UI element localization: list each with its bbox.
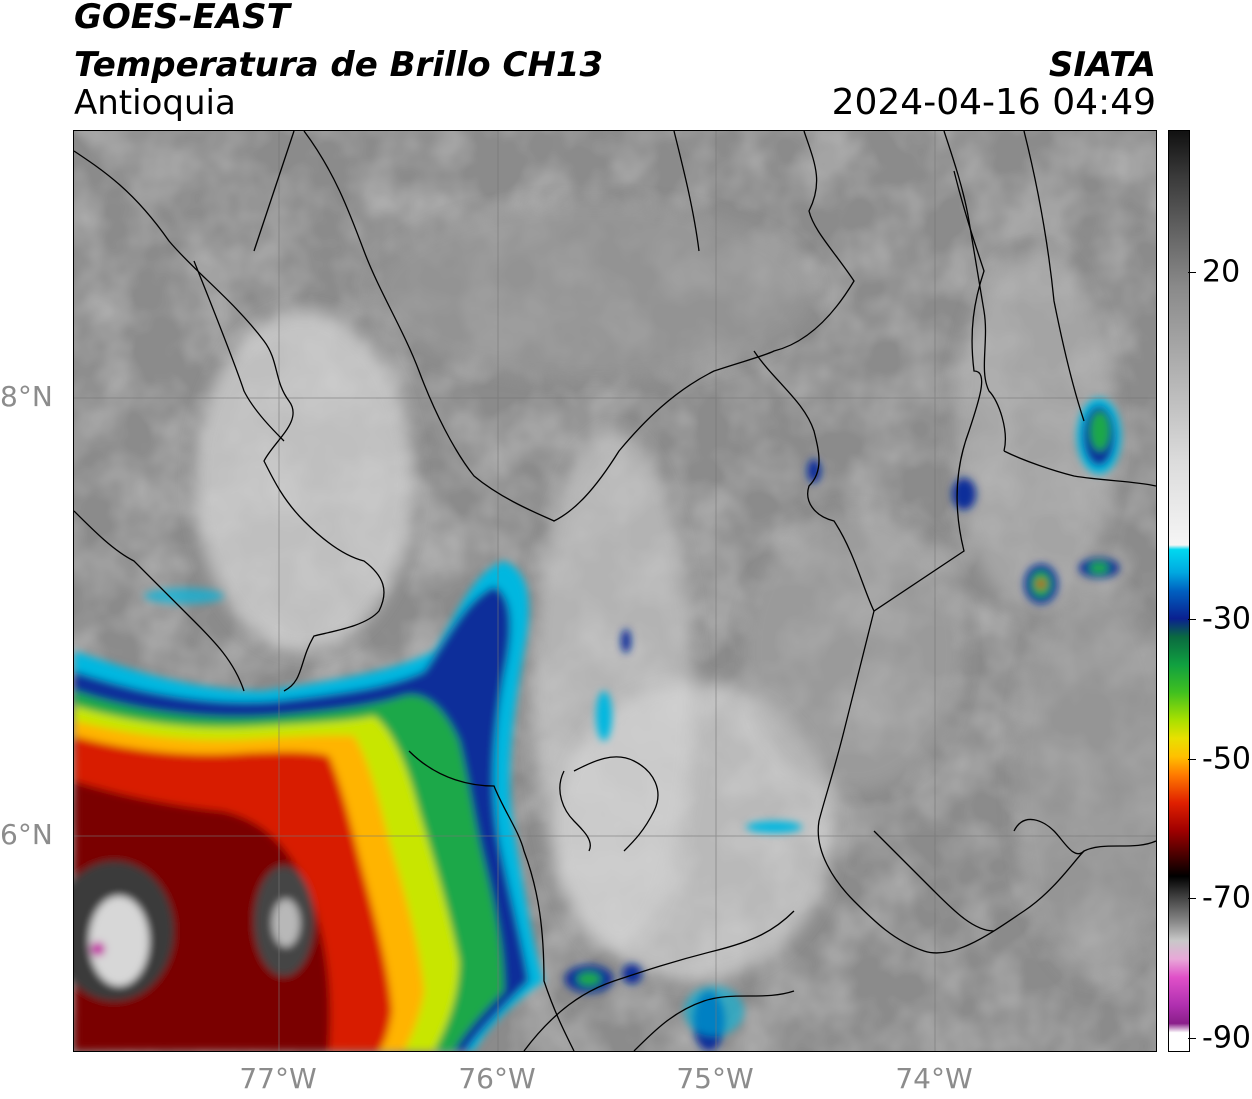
colorbar-tick [1188, 759, 1196, 760]
colorbar-label: 20 [1202, 254, 1241, 290]
lon-tick-label: 75°W [676, 1062, 754, 1095]
timestamp-label: 2024-04-16 04:49 [831, 82, 1156, 123]
map-title-product: Temperatura de Brillo CH13 [74, 45, 604, 85]
lat-tick-label: 8°N [0, 380, 53, 413]
convective-cells-east [144, 398, 1121, 1051]
lat-tick-label: 6°N [0, 818, 53, 851]
lon-tick-label: 77°W [239, 1062, 317, 1095]
satellite-map[interactable] [73, 130, 1157, 1052]
colorbar-tick [1188, 619, 1196, 620]
map-region-label: Antioquia [74, 83, 236, 123]
graticule [74, 131, 1156, 1051]
colorbar-label: -70 [1202, 880, 1251, 916]
colorbar-label: -50 [1202, 741, 1251, 777]
lon-tick-label: 74°W [895, 1062, 973, 1095]
convective-system-west [74, 561, 544, 1051]
map-canvas [74, 131, 1156, 1051]
colorbar-label: -90 [1202, 1020, 1251, 1056]
map-title-satellite: GOES-EAST [74, 0, 290, 37]
political-borders [74, 131, 1156, 1051]
lon-tick-label: 76°W [458, 1062, 536, 1095]
light-cloud-bands [194, 201, 1156, 981]
temperature-colorbar [1168, 130, 1190, 1052]
colorbar-tick [1188, 272, 1196, 273]
source-label: SIATA [1048, 45, 1156, 85]
colorbar-tick [1188, 898, 1196, 899]
colorbar-tick [1188, 1038, 1196, 1039]
colorbar-label: -30 [1202, 601, 1251, 637]
